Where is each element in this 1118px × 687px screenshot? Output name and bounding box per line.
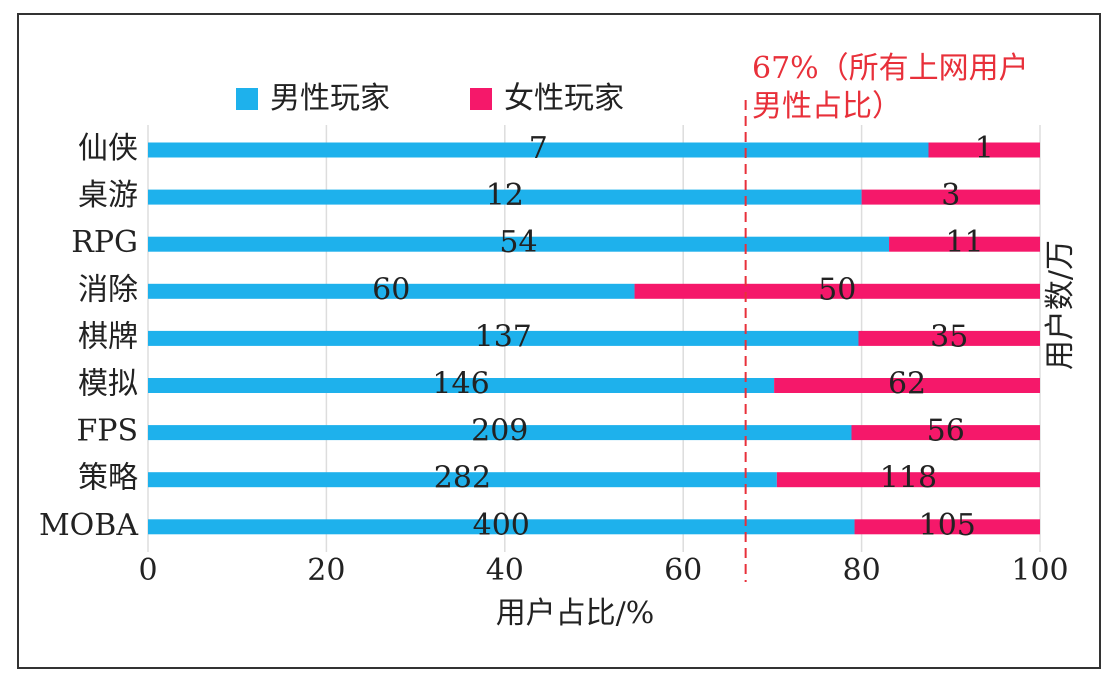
y-tick-label: RPG <box>71 225 138 260</box>
y-tick-label: FPS <box>76 414 138 449</box>
bar-segment <box>148 142 929 158</box>
x-tick-label: 0 <box>138 553 157 588</box>
value-label: 11 <box>945 225 983 260</box>
value-label: 118 <box>880 461 937 496</box>
bar-segment <box>774 378 1040 393</box>
value-label: 146 <box>432 367 489 402</box>
x-tick-label: 60 <box>664 553 702 588</box>
legend-label: 女性玩家 <box>504 81 624 116</box>
x-tick-label: 100 <box>1011 553 1068 588</box>
reference-label: 67%（所有上网用户 <box>752 51 1029 86</box>
legend-swatch <box>236 88 258 110</box>
y-tick-label: 策略 <box>78 461 138 496</box>
value-label: 3 <box>941 178 960 213</box>
x-axis-title: 用户占比/% <box>496 596 655 631</box>
bar-segment <box>148 425 852 441</box>
bar-segment <box>148 283 635 299</box>
x-tick-label: 80 <box>843 553 881 588</box>
y-tick-label: 仙侠 <box>78 131 138 166</box>
bar-segment <box>889 236 1040 252</box>
value-label: 282 <box>434 461 491 496</box>
value-label: 35 <box>930 319 968 354</box>
bar-segment <box>851 425 1040 441</box>
x-tick-label: 40 <box>486 553 524 588</box>
y2-axis-title: 用户数/万 <box>1043 240 1078 370</box>
value-label: 1 <box>975 131 994 166</box>
y-tick-label: 桌游 <box>78 178 138 213</box>
bar-segment <box>861 189 1040 205</box>
bar-segment <box>854 519 1040 535</box>
bar-segment <box>148 236 890 252</box>
frame <box>17 13 1101 669</box>
bar-segment <box>634 283 1040 299</box>
value-label: 54 <box>499 225 537 260</box>
bar-segment <box>148 189 862 205</box>
bar-segment <box>148 472 777 488</box>
y-tick-label: MOBA <box>39 508 138 543</box>
value-label: 7 <box>529 131 548 166</box>
reference-label: 男性占比） <box>752 89 902 124</box>
y-tick-label: 棋牌 <box>78 319 138 354</box>
value-label: 60 <box>372 272 410 307</box>
legend-label: 男性玩家 <box>270 81 390 116</box>
value-label: 12 <box>486 178 524 213</box>
y-tick-label: 消除 <box>78 272 138 307</box>
legend-swatch <box>470 88 492 110</box>
value-label: 50 <box>818 272 856 307</box>
value-label: 209 <box>471 414 528 449</box>
y-tick-label: 模拟 <box>78 367 138 402</box>
value-label: 105 <box>919 508 976 543</box>
value-label: 137 <box>475 319 532 354</box>
x-tick-label: 20 <box>307 553 345 588</box>
value-label: 400 <box>473 508 530 543</box>
bar-segment <box>928 142 1040 158</box>
bar-segment <box>148 519 855 535</box>
bar-segment <box>858 330 1040 346</box>
bar-segment <box>148 330 859 346</box>
bar-segment <box>776 472 1040 488</box>
bar-segment <box>148 378 775 393</box>
value-label: 56 <box>927 414 965 449</box>
value-label: 62 <box>888 367 926 402</box>
